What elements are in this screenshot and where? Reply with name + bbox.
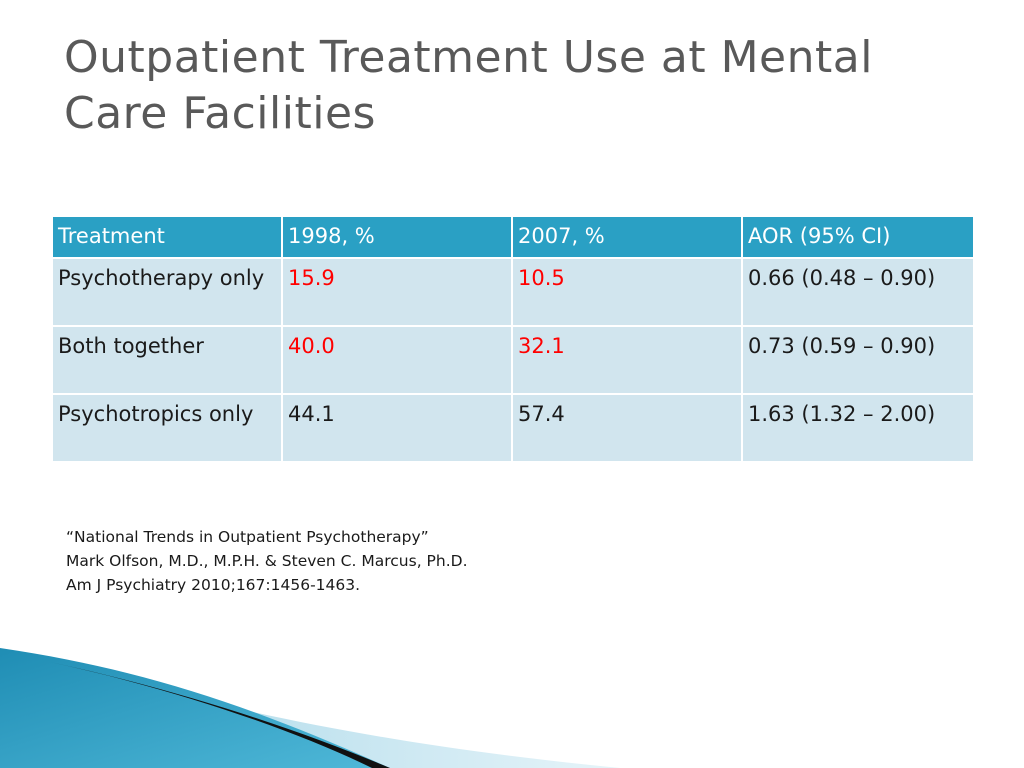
swoosh-blue-band [0,648,390,768]
cell-2007: 10.5 [511,257,743,327]
citation-journal: Am J Psychiatry 2010;167:1456-1463. [66,576,361,594]
cell-2007: 32.1 [511,325,743,395]
citation: “National Trends in Outpatient Psychothe… [66,525,766,597]
cell-aor: 0.66 (0.48 – 0.90) [741,257,975,327]
cell-1998: 15.9 [281,257,513,327]
data-table: Treatment 1998, % 2007, % AOR (95% CI) P… [51,215,975,463]
table-header-row: Treatment 1998, % 2007, % AOR (95% CI) [51,215,975,259]
cell-aor: 1.63 (1.32 – 2.00) [741,393,975,463]
column-header-treatment: Treatment [51,215,283,259]
table-row: Psychotherapy only 15.9 10.5 0.66 (0.48 … [51,257,975,327]
cell-aor: 0.73 (0.59 – 0.90) [741,325,975,395]
decorative-swoosh [0,648,620,768]
cell-1998: 44.1 [281,393,513,463]
column-header-1998: 1998, % [281,215,513,259]
cell-2007: 57.4 [511,393,743,463]
citation-title: “National Trends in Outpatient Psychothe… [66,528,429,546]
column-header-aor: AOR (95% CI) [741,215,975,259]
cell-treatment: Psychotherapy only [51,257,283,327]
slide-title: Outpatient Treatment Use at Mental Care … [64,32,873,139]
cell-1998: 40.0 [281,325,513,395]
table-row: Both together 40.0 32.1 0.73 (0.59 – 0.9… [51,325,975,395]
table-row: Psychotropics only 44.1 57.4 1.63 (1.32 … [51,393,975,463]
cell-treatment: Psychotropics only [51,393,283,463]
column-header-2007: 2007, % [511,215,743,259]
cell-treatment: Both together [51,325,283,395]
swoosh-dark-stripe [50,662,390,768]
citation-authors: Mark Olfson, M.D., M.P.H. & Steven C. Ma… [66,552,468,570]
